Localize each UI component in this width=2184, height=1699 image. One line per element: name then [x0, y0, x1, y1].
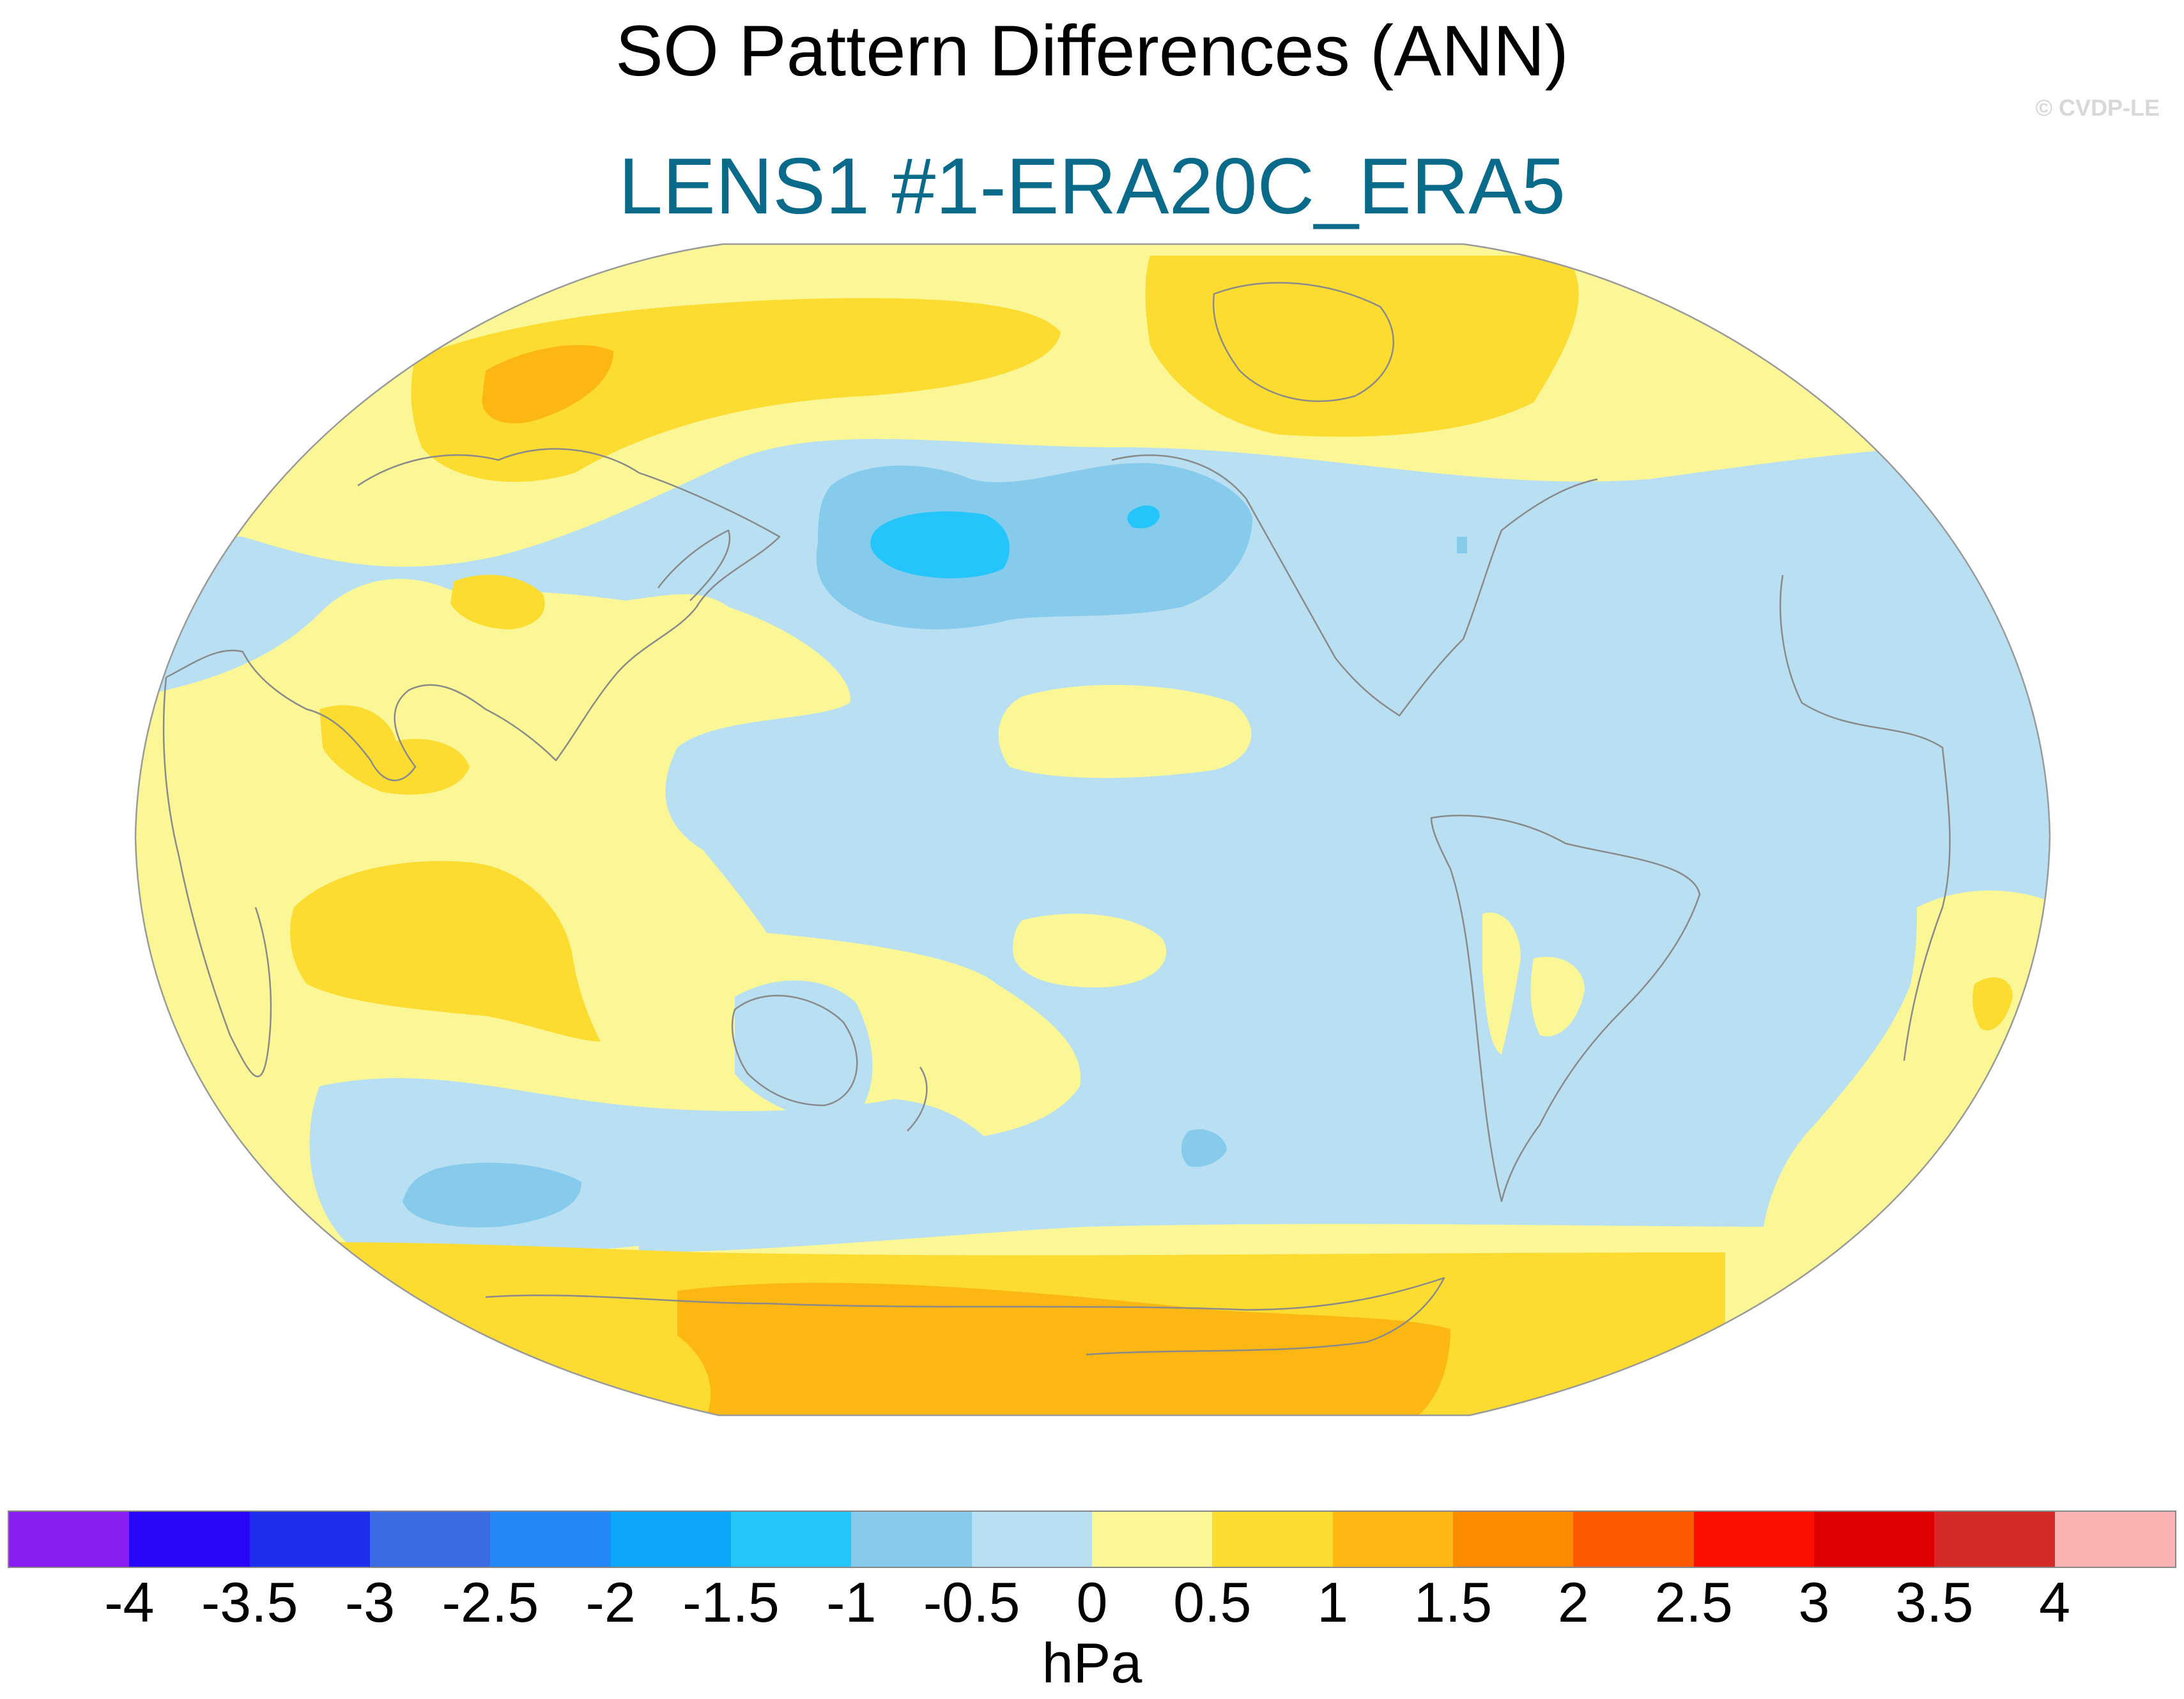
- colorbar-box: [1934, 1512, 2055, 1567]
- colorbar-tick-label: 1: [1317, 1571, 1349, 1634]
- colorbar-tick-label: -1.5: [682, 1571, 780, 1634]
- colorbar-box: [1212, 1512, 1333, 1567]
- plot-title: SO Pattern Differences (ANN): [615, 11, 1569, 91]
- coastlines: [162, 282, 1951, 1356]
- colorbar-box: [1573, 1512, 1694, 1567]
- credit-watermark: © CVDP-LE: [2035, 95, 2160, 121]
- contour-0-to-0.5: [1530, 957, 1585, 1036]
- colorbar-box: [730, 1512, 852, 1567]
- coastline-antarctica: [485, 1277, 1445, 1356]
- colorbar-box: [610, 1512, 731, 1567]
- coastline-new-zealand: [907, 1066, 928, 1132]
- colorbar-tick-label: -3: [344, 1571, 396, 1634]
- coastline-australia: [731, 994, 858, 1107]
- colorbar-tick-label: -3.5: [201, 1571, 298, 1634]
- colorbar-tick-label: 0: [1076, 1571, 1108, 1634]
- colorbar-tick-label: 3.5: [1895, 1571, 1974, 1634]
- contour-minus0.5-to-minus1: [1181, 1129, 1227, 1167]
- colorbar-units: hPa: [1042, 1631, 1142, 1695]
- colorbar-box: [1332, 1512, 1453, 1567]
- colorbar-box: [369, 1512, 491, 1567]
- coastline-eurasia: [165, 448, 781, 781]
- coastline-north-america: [1111, 454, 1598, 717]
- contour-0.5-to-1: [319, 705, 470, 795]
- coastline-south-america: [1430, 815, 1701, 1203]
- contour-0.5-to-1: [1973, 977, 2013, 1031]
- contour-minus1-to-minus1.5: [870, 511, 1010, 578]
- contour-0.5-to-1: [450, 574, 545, 629]
- contour-1-to-1.5: [482, 345, 613, 424]
- map-boundary: [134, 243, 2051, 1417]
- colorbar-tick-label: 1.5: [1413, 1571, 1493, 1634]
- contour-minus0.5-to-minus1: [1457, 537, 1467, 553]
- colorbar-box: [1693, 1512, 1814, 1567]
- colorbar-tick-label: -2.5: [442, 1571, 539, 1634]
- colorbar-tick-label: -2: [585, 1571, 636, 1634]
- colorbar-box: [249, 1512, 370, 1567]
- contour-0.5-to-1: [1145, 256, 1579, 437]
- contour-0-to-0.5: [1013, 914, 1167, 988]
- colorbar-box: [971, 1512, 1092, 1567]
- colorbar-tick-labels: -4 -3.5 -3 -2.5 -2 -1.5 -1 -0.5 0 0.5 1 1.5 2 2.5 3 3.5…: [0, 1569, 2184, 1639]
- coastline-africa: [162, 677, 272, 1077]
- colorbar-box: [490, 1512, 611, 1567]
- contour-minus0.5-to-minus1: [816, 463, 1252, 629]
- contour-0-to-0.5: [998, 684, 1252, 778]
- colorbar-tick-label: 2.5: [1654, 1571, 1733, 1634]
- colorbar-tick-label: 3: [1798, 1571, 1830, 1634]
- contour-0.5-to-1: [290, 861, 601, 1042]
- colorbar-box: [1813, 1512, 1935, 1567]
- colorbar-tick-label: 0.5: [1173, 1571, 1252, 1634]
- colorbar-tick-label: -4: [104, 1571, 155, 1634]
- colorbar-box: [1452, 1512, 1574, 1567]
- colorbar-tick-label: 4: [2039, 1571, 2071, 1634]
- colorbar-box: [851, 1512, 972, 1567]
- colorbar-tick-label: 2: [1557, 1571, 1589, 1634]
- colorbar-box: [9, 1512, 130, 1567]
- coastline-west-africa: [1780, 574, 1951, 1061]
- contour-0-to-0.5: [1482, 912, 1521, 1054]
- coastline-japan: [658, 529, 731, 601]
- contour-0.5-to-1: [411, 298, 1061, 482]
- coastline-greenland: [1212, 282, 1395, 403]
- colorbar: [8, 1511, 2176, 1568]
- colorbar-tick-label: -1: [826, 1571, 877, 1634]
- colorbar-tick-label: -0.5: [923, 1571, 1020, 1634]
- colorbar-box: [129, 1512, 250, 1567]
- contour-field: [135, 244, 2050, 1415]
- contour-1-to-1.5: [677, 1282, 1450, 1415]
- plot-subtitle: LENS1 #1-ERA20C_ERA5: [619, 142, 1565, 231]
- colorbar-box: [2054, 1512, 2175, 1567]
- colorbar-box: [1091, 1512, 1213, 1567]
- contour-minus0.5-to-minus1: [403, 1162, 581, 1227]
- contour-minus1-to-minus1.5: [1127, 505, 1160, 528]
